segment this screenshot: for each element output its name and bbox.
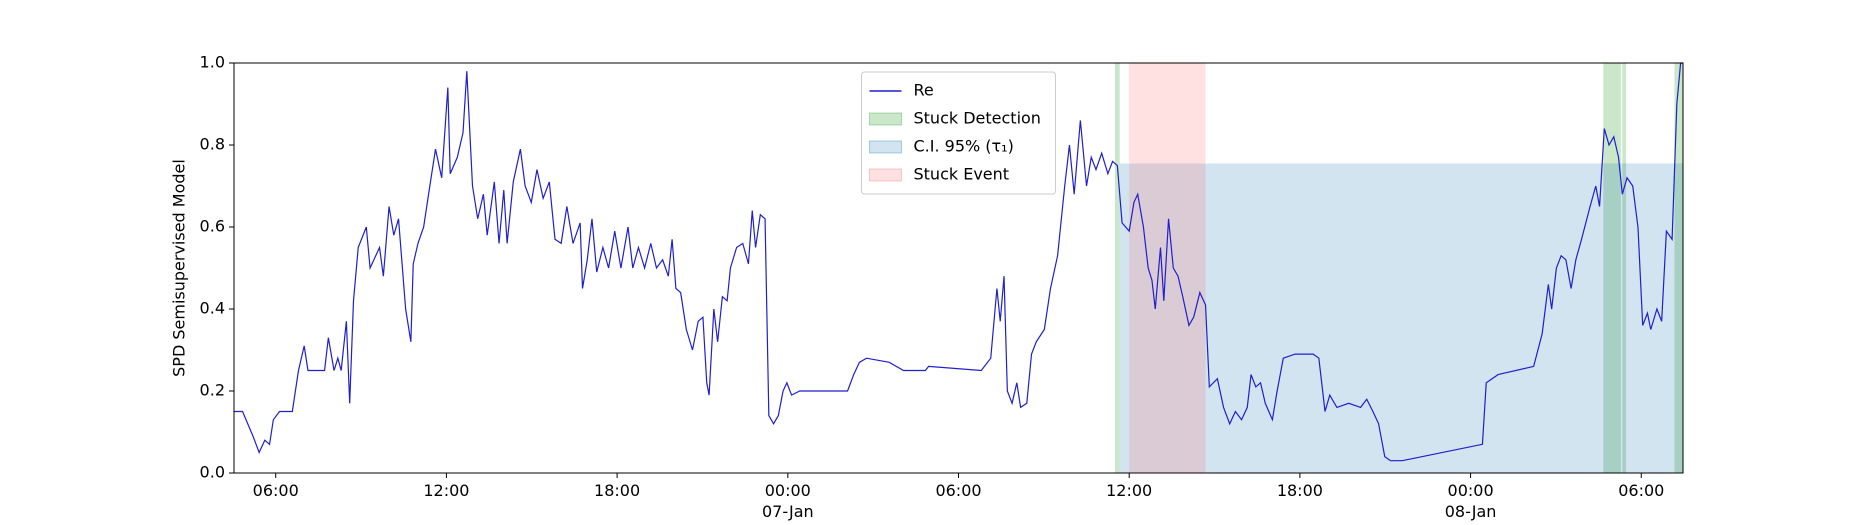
legend-patch — [869, 112, 902, 126]
legend-label: Stuck Event — [914, 165, 1010, 184]
x-tick-label: 18:00 — [1276, 481, 1323, 500]
y-tick-label: 0.0 — [200, 463, 225, 482]
span — [1114, 63, 1120, 473]
y-tick-label: 0.8 — [200, 135, 225, 154]
x-tick-label: 12:00 — [1106, 481, 1153, 500]
legend-label: Stuck Detection — [914, 109, 1041, 128]
legend: Re Stuck Detection C.I. 95% (τ₁) Stuck Even… — [861, 71, 1056, 195]
legend-patch — [869, 140, 902, 154]
span — [1603, 63, 1621, 473]
y-tick-label: 0.4 — [200, 299, 225, 318]
x-tick-label: 18:00 — [594, 481, 641, 500]
x-tick-label: 06:00 — [252, 481, 299, 500]
span — [1129, 63, 1206, 473]
y-tick-label: 0.2 — [200, 381, 225, 400]
span — [1119, 163, 1683, 473]
x-tick-label: 06:00 — [1618, 481, 1665, 500]
span — [1622, 63, 1627, 473]
x-tick-label: 00:00 07-Jan 1900 — [761, 481, 814, 525]
y-tick-label: 1.0 — [200, 53, 225, 72]
y-axis-label: SPD Semisupervised Model — [170, 159, 189, 377]
x-tick-label: 12:00 — [423, 481, 470, 500]
x-tick-label: 06:00 — [935, 481, 982, 500]
y-tick-label: 0.6 — [200, 217, 225, 236]
legend-patch — [869, 168, 902, 182]
legend-label: Re — [914, 81, 934, 100]
span — [1674, 63, 1683, 473]
x-tick-label: 00:00 08-Jan — [1444, 481, 1497, 521]
legend-label: C.I. 95% (τ₁) — [914, 137, 1014, 156]
legend-box — [861, 71, 1056, 195]
data-line — [234, 62, 1683, 462]
